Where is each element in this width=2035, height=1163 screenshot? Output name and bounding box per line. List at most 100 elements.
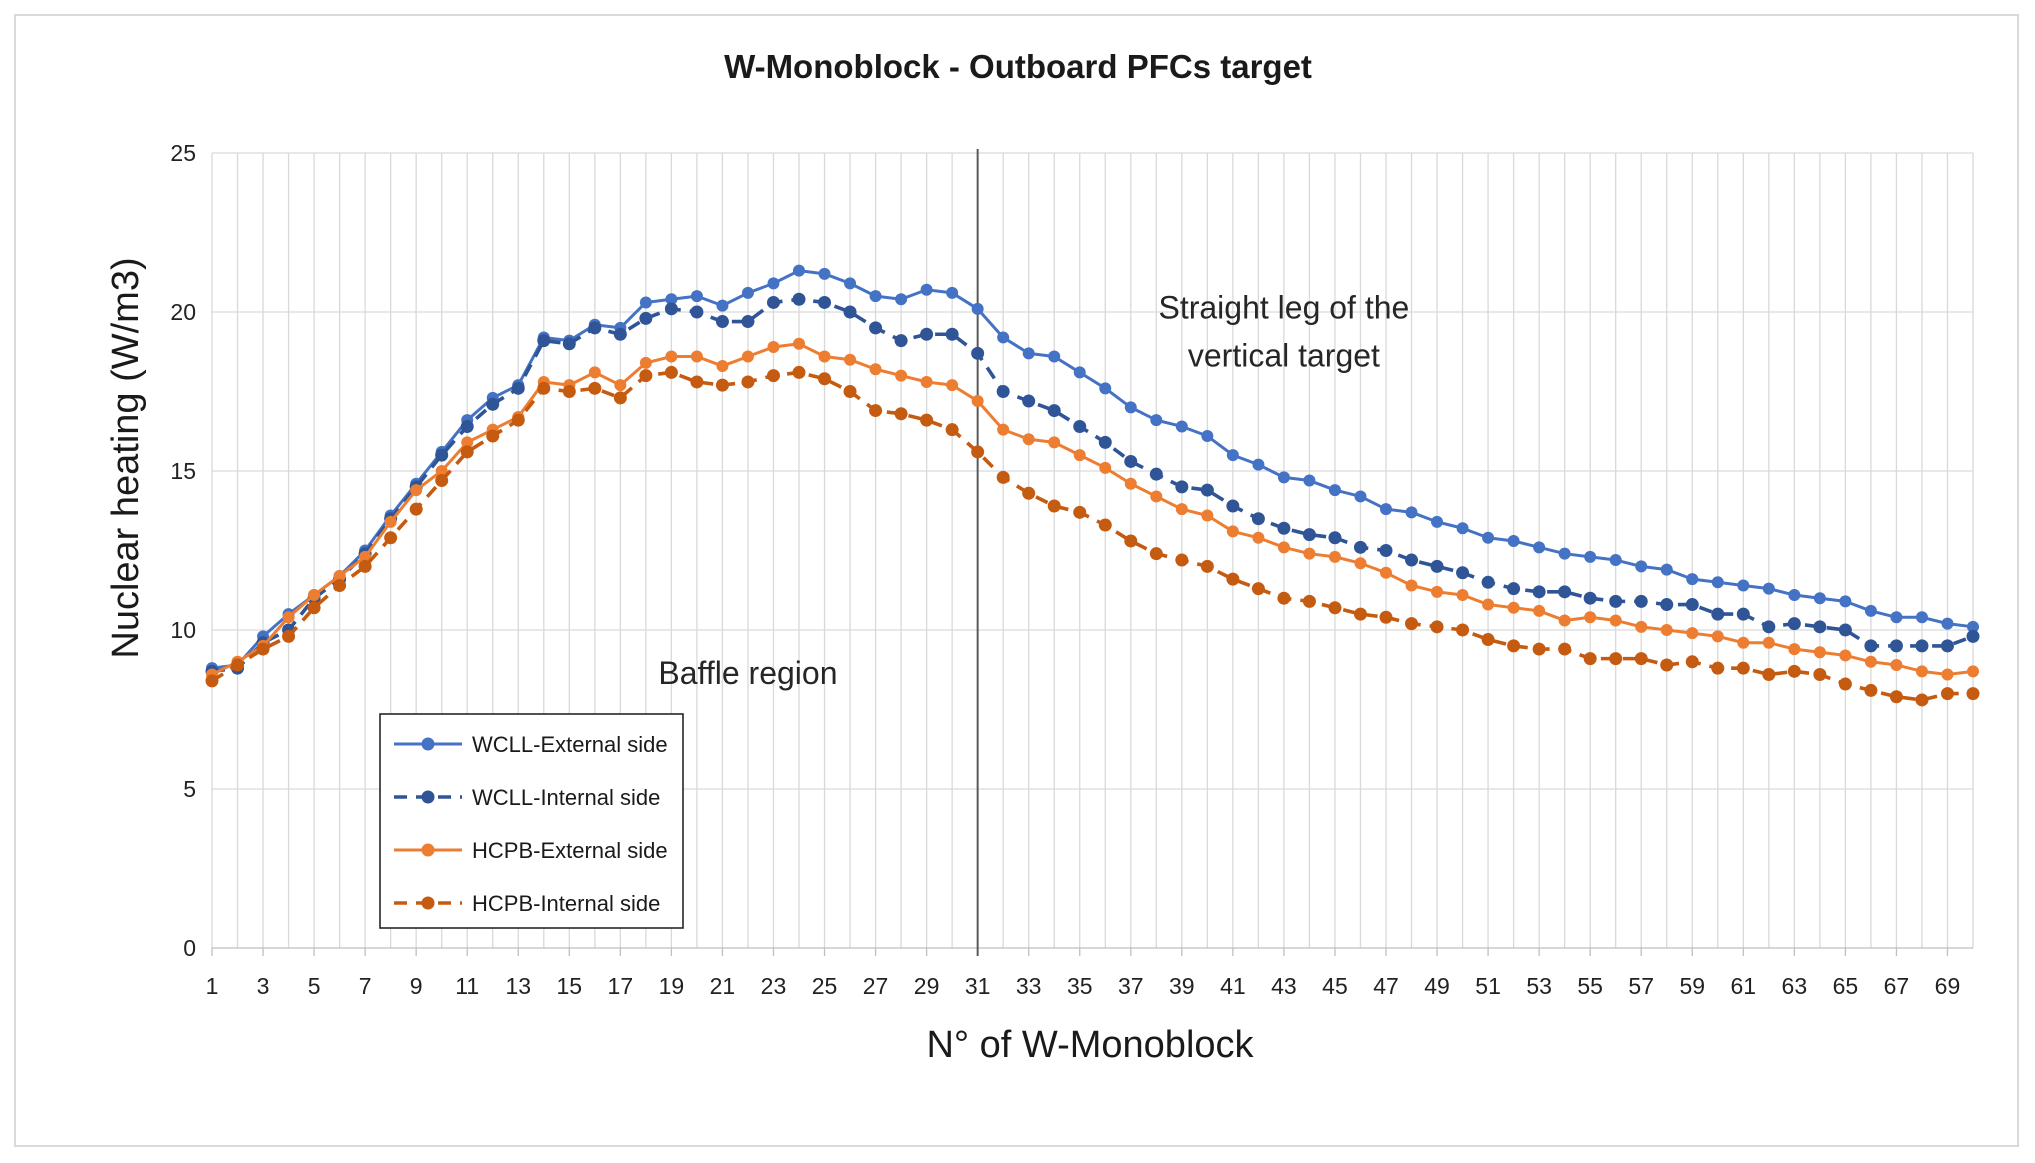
data-point	[1099, 382, 1112, 395]
data-point	[1711, 607, 1725, 621]
data-point	[946, 379, 959, 392]
x-tick-label: 17	[608, 973, 634, 999]
data-point	[1353, 607, 1367, 621]
x-tick-label: 45	[1322, 973, 1348, 999]
data-point	[231, 658, 245, 672]
data-point	[639, 369, 653, 383]
data-point	[1226, 449, 1239, 462]
data-point	[1303, 547, 1316, 560]
data-point	[766, 369, 780, 383]
data-point	[1660, 598, 1674, 612]
data-point	[1099, 461, 1112, 474]
data-point	[1941, 668, 1954, 681]
data-point	[1685, 598, 1699, 612]
data-point	[1149, 467, 1163, 481]
data-point	[1022, 433, 1035, 446]
data-point	[971, 346, 985, 360]
data-point	[486, 429, 500, 443]
data-point	[511, 413, 525, 427]
data-point	[1405, 506, 1418, 519]
data-point	[1864, 655, 1877, 668]
data-point	[741, 375, 755, 389]
data-point	[792, 292, 806, 306]
x-tick-label: 15	[557, 973, 583, 999]
grid	[211, 152, 1974, 949]
data-point	[1456, 522, 1469, 535]
data-point	[1379, 610, 1393, 624]
x-tick-label: 7	[359, 973, 372, 999]
data-point	[920, 413, 934, 427]
x-tick-label: 33	[1016, 973, 1042, 999]
data-point	[716, 299, 729, 312]
data-point	[741, 350, 754, 363]
data-point	[1762, 582, 1775, 595]
data-point	[1762, 668, 1776, 682]
annotation-straight-leg-line: Straight leg of the	[1158, 289, 1409, 325]
data-point	[869, 363, 882, 376]
data-point	[1813, 620, 1827, 634]
data-point	[1226, 499, 1240, 513]
data-point	[996, 385, 1010, 398]
x-tick-label: 5	[308, 973, 321, 999]
data-point	[1354, 490, 1367, 503]
annotation-straight-leg-line: vertical target	[1188, 337, 1380, 373]
data-point	[1839, 595, 1852, 608]
data-point	[1047, 499, 1061, 513]
data-point	[588, 321, 602, 335]
data-point	[1201, 509, 1214, 522]
data-point	[1609, 594, 1623, 608]
data-point	[1915, 611, 1928, 624]
data-point	[588, 381, 602, 395]
data-point	[1736, 661, 1750, 675]
y-tick-label: 0	[183, 935, 196, 961]
data-point	[1838, 623, 1852, 637]
legend-swatch-marker	[421, 737, 435, 751]
legend: WCLL-External side WCLL-Internal side HCPB…	[379, 713, 684, 929]
legend-swatch-marker	[421, 790, 435, 804]
data-point	[971, 445, 985, 459]
data-point	[1762, 636, 1775, 649]
data-point	[1252, 458, 1265, 471]
data-point	[844, 353, 857, 366]
data-point	[1507, 582, 1521, 596]
data-point	[690, 305, 704, 319]
x-tick-label: 25	[812, 973, 838, 999]
annotation-baffle-region: Baffle region	[658, 655, 837, 691]
data-point	[1482, 598, 1495, 611]
data-point	[613, 327, 627, 341]
x-tick-label: 51	[1475, 973, 1501, 999]
data-point	[997, 423, 1010, 436]
data-point	[1711, 661, 1725, 675]
data-point	[818, 295, 832, 309]
data-point	[1839, 649, 1852, 662]
data-point	[1787, 617, 1801, 631]
data-point	[665, 293, 678, 306]
x-axis-label: N° of W-Monoblock	[926, 1024, 1254, 1066]
data-point	[1787, 664, 1801, 678]
annotations: Baffle region Straight leg of the vertical…	[658, 289, 1409, 691]
data-point	[1175, 420, 1188, 433]
data-point	[1226, 525, 1239, 538]
data-point	[1533, 604, 1546, 617]
data-point	[1864, 604, 1877, 617]
data-point	[818, 372, 832, 386]
data-point	[1098, 435, 1112, 449]
data-point	[894, 407, 908, 421]
data-point	[1507, 639, 1521, 653]
series-line	[211, 342, 1974, 677]
data-point	[1941, 617, 1954, 630]
data-point	[818, 350, 831, 363]
data-point	[1737, 579, 1750, 592]
data-point	[562, 337, 576, 351]
data-point	[537, 381, 551, 395]
data-point	[333, 578, 347, 592]
data-point	[1558, 547, 1571, 560]
data-point	[1380, 503, 1392, 516]
x-tick-label: 23	[761, 973, 787, 999]
data-point	[1201, 430, 1214, 443]
data-point	[1507, 601, 1520, 614]
data-point	[1584, 611, 1597, 624]
data-point	[1533, 541, 1546, 554]
data-point	[895, 369, 908, 382]
